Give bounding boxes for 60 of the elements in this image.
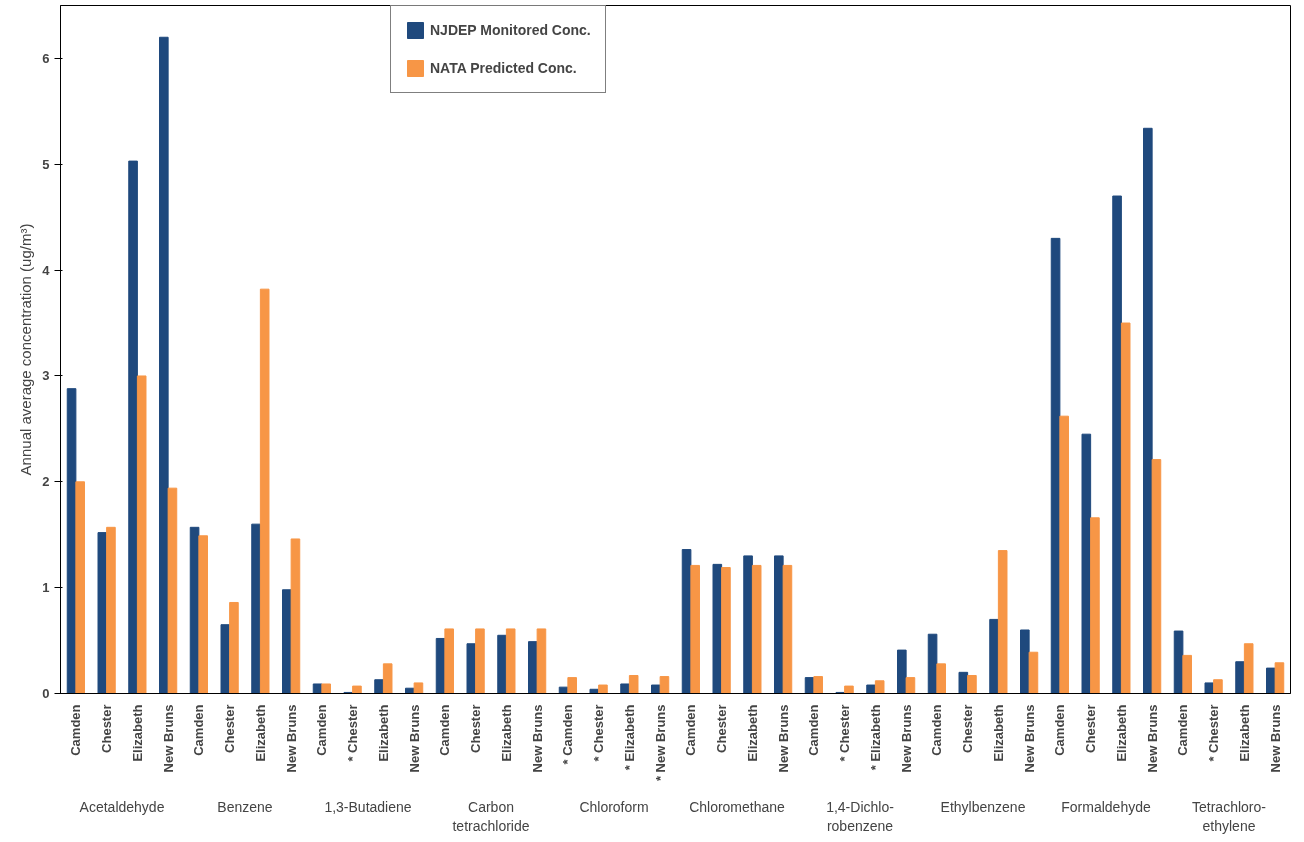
x-tick-label: * Chester	[591, 704, 607, 762]
x-tick-label: Camden	[806, 704, 822, 756]
text: Chloromethane	[689, 798, 786, 815]
text: Chloroform	[579, 798, 649, 815]
text: Formaldehyde	[1061, 798, 1151, 815]
y-axis-title: Annual average concentration (ug/m³)	[17, 223, 35, 476]
x-tick-label: Chester	[468, 704, 484, 753]
x-tick-label: New Bruns	[406, 704, 422, 773]
y-tick-label: 4	[42, 262, 51, 278]
x-tick-label: Chester	[714, 704, 730, 753]
x-tick-label: Chester	[960, 704, 976, 753]
x-tick-label: Chester	[222, 704, 238, 753]
y-tick-label: 0	[42, 686, 50, 701]
x-tick-label: Elizabeth	[129, 704, 145, 762]
x-tick-label: Chester	[1083, 704, 1099, 753]
x-tick-label: Camden	[683, 704, 699, 756]
x-tick-label: Camden	[191, 704, 207, 756]
text: Ethylbenzene	[940, 798, 1026, 815]
x-tick-label: Elizabeth	[1236, 704, 1252, 762]
x-tick-label: Camden	[68, 704, 84, 756]
x-tick-label: New Bruns	[1021, 704, 1037, 773]
x-tick-label: New Bruns	[529, 704, 545, 773]
x-tick-label: * Elizabeth	[621, 704, 637, 771]
x-tick-label: New Bruns	[1267, 704, 1283, 773]
x-tick-label: New Bruns	[898, 704, 914, 773]
x-tick-label: Elizabeth	[1113, 704, 1129, 762]
text: Acetaldehyde	[79, 798, 165, 815]
x-tick-label: * Elizabeth	[867, 704, 883, 771]
x-tick-label: New Bruns	[775, 704, 791, 773]
x-tick-label: New Bruns	[1144, 704, 1160, 773]
y-tick-label: 6	[42, 50, 50, 66]
x-tick-label: Elizabeth	[990, 704, 1006, 762]
x-tick-label: * Chester	[345, 704, 361, 762]
x-tick-label: * Chester	[837, 704, 853, 762]
x-tick-label: Camden	[437, 704, 453, 756]
x-tick-label: New Bruns	[160, 704, 176, 773]
y-tick-label: 2	[42, 474, 50, 490]
text: 1,3-Butadiene	[324, 798, 412, 815]
y-tick-label: 3	[42, 368, 50, 384]
x-tick-label: Elizabeth	[498, 704, 514, 762]
legend-label: NJDEP Monitored Conc.	[430, 22, 591, 38]
x-tick-label: New Bruns	[283, 704, 299, 773]
text: Tetrachloro- ethylene	[1192, 798, 1267, 834]
x-tick-label: Camden	[314, 704, 330, 756]
text: 1,4-Dichlo- robenzene	[826, 798, 895, 834]
legend-label: NATA Predicted Conc.	[430, 60, 577, 76]
x-tick-label: * New Bruns	[652, 704, 668, 782]
x-tick-label: Camden	[1175, 704, 1191, 756]
y-tick-label: 1	[42, 580, 50, 596]
x-tick-label: * Camden	[560, 704, 576, 765]
x-tick-label: Chester	[99, 704, 115, 753]
x-tick-label: Elizabeth	[375, 704, 391, 762]
x-tick-label: Camden	[929, 704, 945, 756]
text: Benzene	[217, 798, 273, 815]
text: Carbon tetrachloride	[452, 798, 530, 834]
x-tick-label: Elizabeth	[252, 704, 268, 762]
x-tick-label: Elizabeth	[744, 704, 760, 762]
x-tick-label: Camden	[1052, 704, 1068, 756]
y-tick-label: 5	[42, 156, 50, 172]
x-tick-label: * Chester	[1206, 704, 1222, 762]
